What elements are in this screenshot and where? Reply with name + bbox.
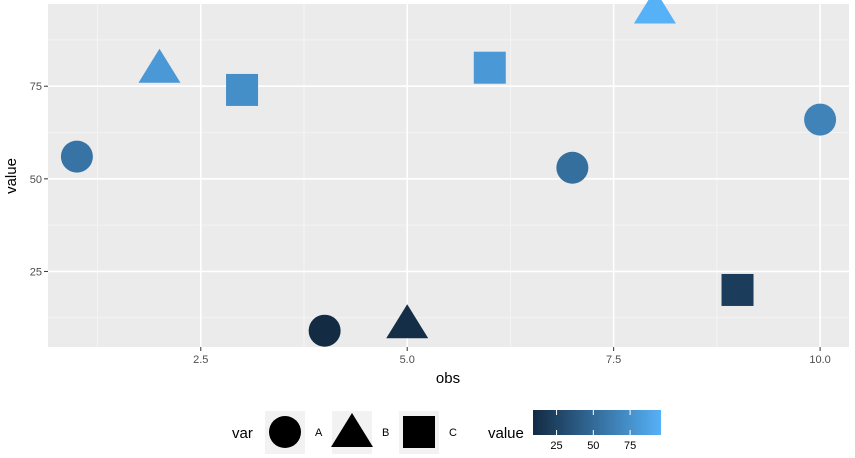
data-point-c [721,273,754,306]
legend-key-label: C [449,427,457,439]
data-points [60,0,837,347]
legend-key-label: B [382,427,389,439]
x-tick-label: 10.0 [809,354,830,366]
data-point-b [633,0,676,24]
x-tick-label: 5.0 [400,354,415,366]
data-point-c [226,73,259,106]
shape-legend-keys: A B C [265,411,457,454]
colorbar-tick-label: 25 [550,440,562,452]
data-point-a [556,151,589,184]
legend-key-c [403,416,435,448]
shape-legend-title: var [232,425,253,442]
color-legend: value 25 50 75 [488,410,661,452]
colorbar-tick-label: 75 [624,440,636,452]
x-tick-label: 7.5 [606,354,621,366]
legend-key-label: A [315,427,323,439]
legend-key-b [331,413,373,447]
data-point-a [60,140,93,173]
y-tick-label: 75 [30,81,42,93]
color-legend-title: value [488,425,524,442]
data-point-b [386,304,429,339]
x-axis-title: obs [436,370,460,387]
shape-legend: var A B C [232,411,457,454]
data-point-a [308,314,341,347]
plot-panel [48,4,849,347]
colorbar-ticks: 25 50 75 [550,410,636,452]
y-tick-label: 50 [30,174,42,186]
x-tick-label: 2.5 [193,354,208,366]
colorbar-tick-label: 50 [587,440,599,452]
data-point-b [138,48,181,83]
grid-lines [48,4,849,347]
data-point-a [804,103,837,136]
axes: 2.5 5.0 7.5 10.0 25 50 75 [30,81,831,366]
legend-key-a [269,416,301,448]
data-point-c [473,51,506,84]
y-tick-label: 25 [30,266,42,278]
colorbar [533,410,661,435]
y-axis-title: value [3,158,20,194]
